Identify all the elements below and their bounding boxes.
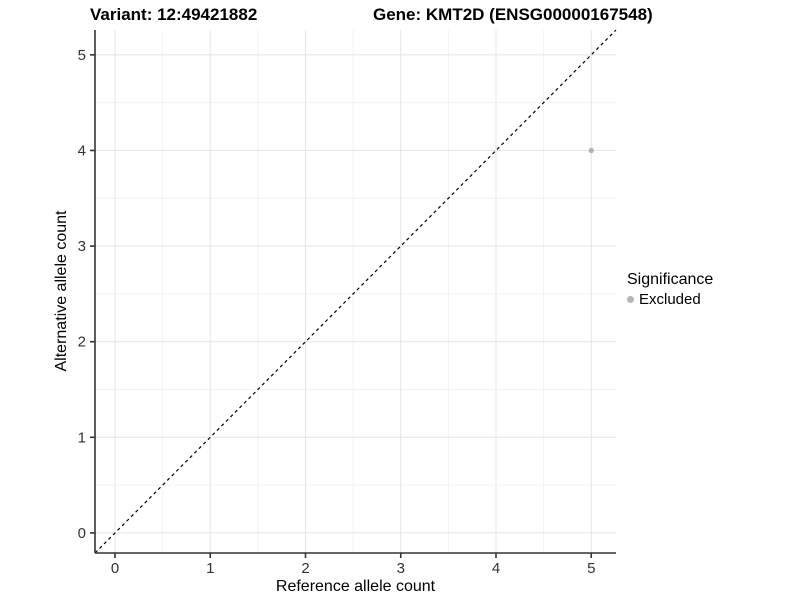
gene-title: Gene: KMT2D (ENSG00000167548) (373, 5, 653, 24)
data-point-excluded (588, 147, 594, 154)
y-axis-title: Alternative allele count (53, 210, 70, 372)
x-tick-label: 4 (492, 560, 500, 577)
legend-key-dot (627, 296, 634, 303)
y-tick-label: 5 (78, 47, 86, 64)
x-tick-label: 3 (397, 560, 405, 577)
legend-entry-label: Excluded (639, 291, 701, 308)
legend-entry-excluded: Excluded (627, 291, 713, 308)
y-tick-label: 4 (78, 142, 86, 159)
legend-entries: Excluded (627, 291, 713, 308)
legend: Significance Excluded (627, 271, 713, 308)
x-tick-label: 0 (111, 560, 119, 577)
x-axis-title: Reference allele count (275, 578, 436, 595)
x-tick-label: 5 (587, 560, 595, 577)
legend-title: Significance (627, 271, 714, 288)
y-tick-label: 0 (78, 525, 86, 542)
x-tick-label: 1 (206, 560, 214, 577)
identity-line (94, 29, 617, 554)
y-tick-label: 2 (78, 334, 86, 351)
variant-title: Variant: 12:49421882 (90, 5, 258, 24)
x-tick-label: 2 (301, 560, 309, 577)
y-tick-label: 3 (78, 238, 86, 255)
y-tick-label: 1 (78, 429, 86, 446)
